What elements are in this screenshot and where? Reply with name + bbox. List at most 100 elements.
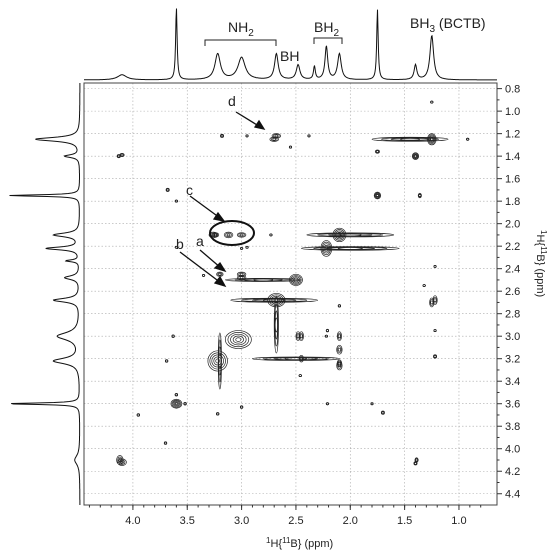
diagonal-peak	[224, 330, 252, 349]
cross-peak	[225, 232, 232, 238]
cross-peak-symmetric	[220, 133, 225, 138]
diagonal-peak	[335, 230, 344, 240]
diagonal-peak	[270, 295, 282, 305]
diagonal-peak	[232, 335, 244, 344]
cross-peak	[432, 295, 438, 306]
cross-peak-symmetric	[337, 363, 341, 368]
cross-peak-symmetric	[417, 192, 422, 199]
x-tick-label: 3.5	[180, 515, 195, 527]
cross-peak	[413, 461, 418, 466]
y-tick-label: 1.4	[505, 151, 520, 163]
diagonal-peak	[427, 134, 436, 145]
x-tick-label: 3.0	[234, 515, 249, 527]
diagonal-peak	[430, 137, 434, 141]
diagonal-peak	[235, 337, 242, 342]
cross-peak-symmetric	[273, 134, 280, 138]
contour-ridge	[224, 278, 302, 282]
nh2-bracket	[204, 39, 277, 46]
cross-peak-symmetric	[274, 134, 279, 138]
cross-peak-symmetric	[325, 402, 330, 406]
annotation-a: a	[196, 233, 204, 249]
cross-peak-symmetric	[336, 344, 343, 355]
diagonal-peak	[230, 333, 247, 346]
cross-peak-symmetric	[117, 154, 121, 158]
cross-peak	[272, 137, 276, 141]
x-axis-ticks: 4.0 3.5 3.0 2.5 2.0 1.5 1.0	[88, 505, 482, 527]
cross-peak	[430, 100, 434, 104]
top-projection	[84, 8, 497, 81]
cross-peak-symmetric	[171, 334, 175, 338]
diagonal-peak	[272, 297, 281, 304]
cross-peak	[433, 354, 438, 359]
annotation-b: b	[176, 236, 184, 252]
left-projection	[9, 83, 81, 505]
contour-ridge	[217, 332, 222, 390]
y-tick-label: 2.4	[505, 264, 520, 276]
diagonal-peak	[411, 152, 420, 160]
cross-peak-symmetric	[218, 272, 222, 276]
cross-peak	[223, 231, 234, 239]
label-nh2: NH2	[228, 19, 254, 39]
diagonal-peak	[171, 399, 182, 408]
label-bh: BH	[280, 48, 299, 64]
contour-ridge	[284, 357, 308, 361]
cross-peak-symmetric	[220, 134, 224, 138]
diagonal-peak	[427, 133, 437, 146]
cross-peak-symmetric	[239, 233, 244, 237]
diagonal-peak	[375, 194, 379, 197]
y-tick-label: 1.6	[505, 174, 520, 186]
diagonal-peak	[292, 277, 299, 283]
y-tick-label: 3.8	[505, 421, 520, 433]
y-tick-label: 3.0	[505, 331, 520, 343]
cross-peak-symmetric	[271, 133, 282, 139]
cross-peak-symmetric	[370, 402, 374, 406]
diagonal-peak	[209, 352, 226, 370]
contour-ridge	[273, 296, 279, 354]
cross-peak-symmetric	[117, 456, 123, 464]
diagonal-peak	[227, 332, 250, 348]
cross-peak	[298, 354, 304, 363]
x-tick-label: 1.5	[397, 515, 412, 527]
cross-peak-symmetric	[136, 413, 140, 417]
diagonal-peak	[170, 398, 183, 409]
cross-peak-symmetric	[239, 272, 244, 276]
y-tick-label: 4.4	[505, 489, 520, 501]
y-axis-ticks: 0.8 1.0 1.2 1.4 1.6 1.8 2.0 2.2 2.4 2.6 2.8 3.0 3.2 3…	[497, 84, 520, 501]
cross-peak	[240, 405, 244, 409]
cross-peak	[245, 245, 249, 249]
annotation-c: c	[186, 182, 193, 198]
diagonal-peak	[412, 153, 419, 160]
annotation-arrows	[179, 111, 266, 288]
y-tick-label: 2.0	[505, 219, 520, 231]
contour-ridge	[218, 353, 222, 369]
cross-peak-symmetric	[174, 393, 178, 397]
diagonal-peak	[213, 356, 222, 366]
y-tick-label: 3.6	[505, 399, 520, 411]
y-tick-label: 2.8	[505, 309, 520, 321]
diagonal-peak	[173, 401, 179, 406]
cross-peak-symmetric	[217, 272, 223, 277]
bh2-bracket	[313, 37, 343, 44]
cross-peak	[375, 150, 379, 153]
y-tick-label: 3.2	[505, 354, 520, 366]
cross-peak	[336, 331, 342, 342]
left-projection-trace	[9, 83, 81, 505]
diagonal-peak	[429, 136, 434, 142]
contour-ridge	[381, 137, 439, 142]
annotation-d: d	[228, 93, 236, 109]
contour-ridge	[241, 298, 308, 303]
x-tick-label: 2.5	[288, 515, 303, 527]
diagonal-peak	[373, 191, 382, 200]
cross-peak-symmetric	[118, 458, 122, 462]
cross-peak-symmetric	[165, 359, 169, 363]
label-bh2: BH2	[314, 19, 339, 39]
cross-peak-symmetric	[418, 194, 422, 197]
cross-peak	[288, 145, 293, 149]
diagonal-peak	[413, 153, 418, 159]
diagonal-peak	[322, 243, 330, 254]
y-tick-label: 4.0	[505, 444, 520, 456]
cross-peak	[174, 245, 178, 249]
contour-ridge	[274, 317, 278, 333]
cross-peak-symmetric	[212, 233, 219, 237]
